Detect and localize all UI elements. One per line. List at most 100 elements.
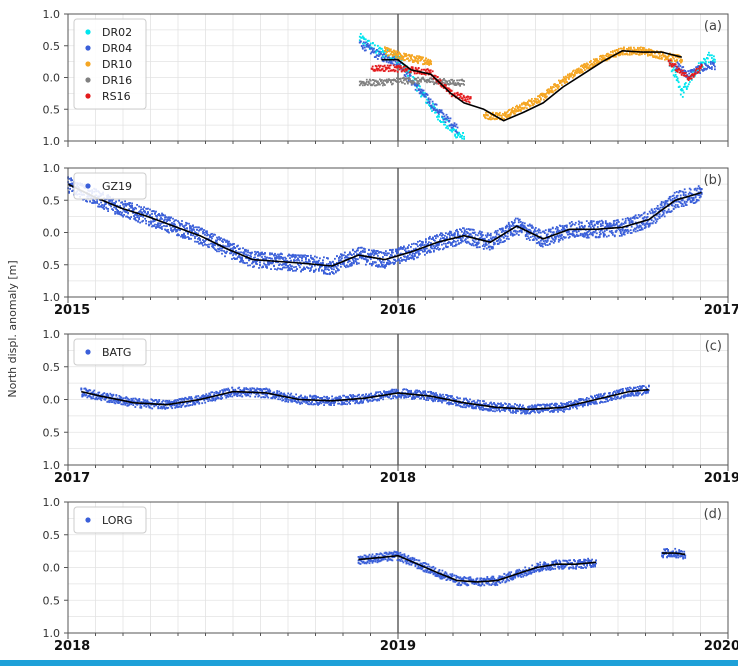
data-point <box>313 261 315 263</box>
data-point <box>433 239 435 241</box>
data-point <box>457 83 459 86</box>
data-point <box>184 396 187 399</box>
data-point <box>391 69 394 72</box>
data-point <box>557 238 560 241</box>
data-point <box>479 236 482 239</box>
data-point <box>376 252 378 255</box>
data-point <box>589 220 592 223</box>
data-point <box>458 132 460 135</box>
data-point <box>553 83 555 86</box>
data-point <box>330 266 332 269</box>
data-point <box>639 229 642 231</box>
data-point <box>194 237 196 240</box>
data-point <box>619 223 622 226</box>
data-point <box>528 104 530 106</box>
data-point <box>390 62 393 65</box>
data-point <box>552 241 555 244</box>
data-point <box>177 233 179 236</box>
data-point <box>553 239 556 242</box>
data-point <box>557 87 559 90</box>
data-point <box>121 201 123 204</box>
data-point <box>413 258 415 261</box>
data-point <box>175 219 177 222</box>
data-point <box>454 134 456 137</box>
data-point <box>93 389 96 392</box>
data-point <box>440 109 443 112</box>
data-point <box>264 263 266 266</box>
data-point <box>115 400 118 403</box>
data-point <box>393 79 395 82</box>
data-point <box>393 70 396 73</box>
data-point <box>451 130 453 133</box>
data-point <box>548 228 551 231</box>
data-point <box>590 63 592 66</box>
data-point <box>116 211 118 213</box>
data-point <box>313 271 315 273</box>
data-point <box>543 232 546 234</box>
data-point <box>623 46 625 49</box>
data-point <box>474 233 477 236</box>
data-point <box>461 230 463 233</box>
data-point <box>212 244 214 247</box>
data-point <box>443 83 446 86</box>
data-point <box>361 42 364 45</box>
data-point <box>116 401 119 404</box>
data-point <box>369 253 371 256</box>
data-point <box>375 261 377 264</box>
data-point <box>631 217 634 219</box>
data-point <box>577 70 579 73</box>
data-point <box>457 234 459 237</box>
data-point <box>675 200 678 203</box>
data-point <box>111 395 114 398</box>
data-point <box>515 110 517 113</box>
data-point <box>414 66 417 69</box>
data-point <box>525 233 528 235</box>
data-point <box>303 255 305 258</box>
data-point <box>211 233 213 235</box>
data-point <box>683 85 686 88</box>
data-point <box>676 79 679 82</box>
data-point <box>401 68 404 71</box>
data-point <box>709 67 711 70</box>
data-point <box>244 249 246 252</box>
data-point <box>356 263 358 265</box>
data-point <box>68 177 70 180</box>
data-point <box>704 58 706 61</box>
data-point <box>485 117 487 120</box>
data-point <box>439 239 441 242</box>
data-point <box>152 224 154 227</box>
data-point <box>207 245 209 248</box>
data-point <box>590 60 592 62</box>
data-point <box>154 223 156 226</box>
data-point <box>700 63 702 65</box>
data-point <box>326 257 328 259</box>
data-point <box>586 236 589 239</box>
data-point <box>419 240 421 242</box>
data-point <box>311 265 313 267</box>
data-point <box>396 251 398 253</box>
data-point <box>108 198 110 201</box>
data-point <box>161 228 163 230</box>
data-point <box>153 225 155 228</box>
data-point <box>460 229 462 231</box>
data-point <box>488 118 490 120</box>
data-point <box>562 80 564 83</box>
data-point <box>444 86 447 88</box>
data-point <box>168 216 170 219</box>
data-point <box>115 394 118 396</box>
data-point <box>363 38 366 41</box>
data-point <box>615 55 617 58</box>
data-point <box>605 54 607 57</box>
data-point <box>662 53 664 56</box>
data-point <box>158 226 160 229</box>
data-point <box>417 89 420 92</box>
data-point <box>297 254 299 257</box>
data-point <box>103 392 106 394</box>
data-point <box>371 50 374 53</box>
data-point <box>583 63 585 66</box>
data-point <box>263 262 265 265</box>
data-point <box>692 74 695 77</box>
data-point <box>705 64 707 67</box>
data-point <box>533 229 536 232</box>
data-point <box>202 239 204 241</box>
